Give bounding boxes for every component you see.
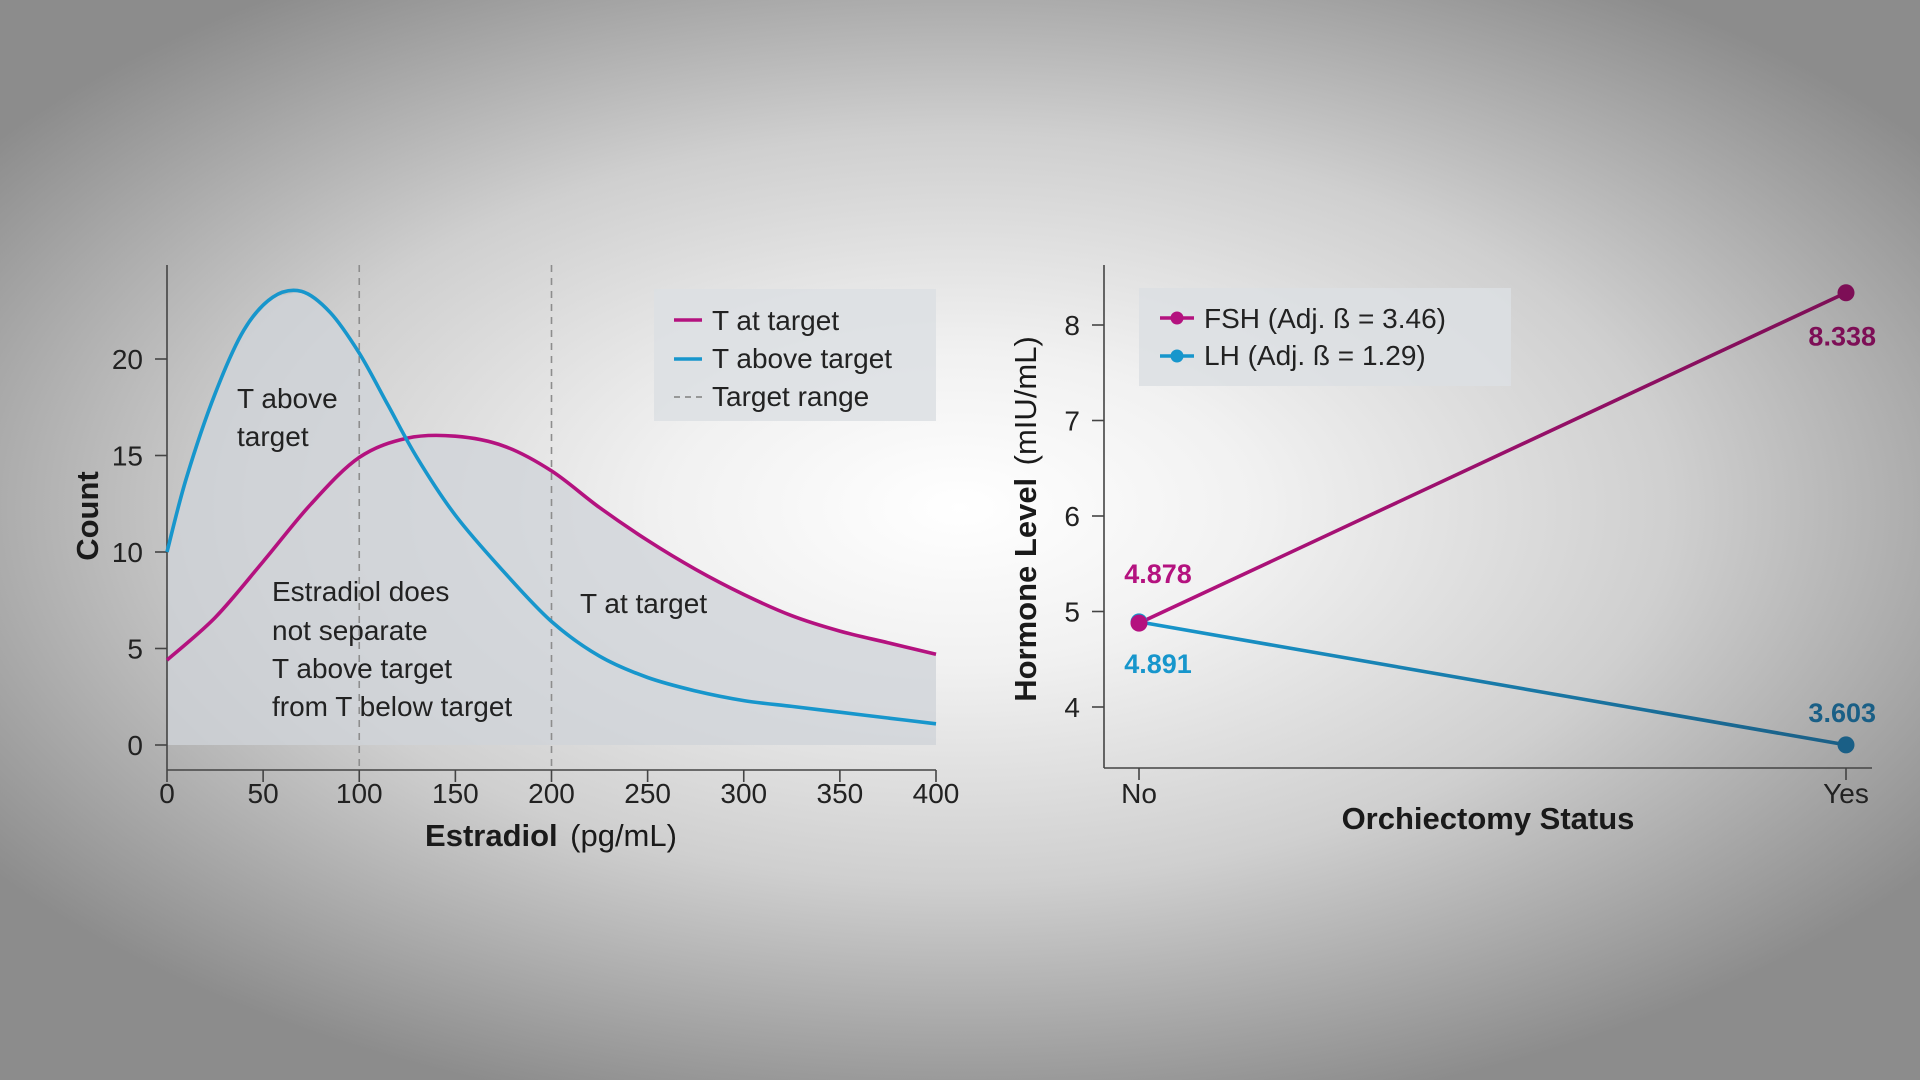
legend-box	[1139, 288, 1511, 386]
y-tick-label: 15	[112, 441, 143, 472]
annotation-above-2: target	[237, 421, 309, 452]
y-axis-title-main: Hormone Level	[1008, 478, 1043, 702]
y-tick-label: 20	[112, 344, 143, 375]
data-label-lh-yes: 3.603	[1808, 698, 1876, 728]
annotation-center-4: from T below target	[272, 691, 512, 722]
legend-label-lh: LH (Adj. ß = 1.29)	[1204, 340, 1426, 371]
annotation-above-1: T above	[237, 383, 338, 414]
x-tick-label: 400	[913, 778, 960, 809]
x-tick-label: 100	[336, 778, 383, 809]
y-tick-label: 5	[1064, 597, 1080, 628]
data-label-fsh-no: 4.878	[1124, 559, 1192, 589]
x-tick-label: 150	[432, 778, 479, 809]
y-axis-ticks: 0 5 10 15 20	[112, 344, 167, 761]
legend-label-fsh: FSH (Adj. ß = 3.46)	[1204, 303, 1446, 334]
x-tick-label: No	[1121, 778, 1157, 809]
y-tick-label: 5	[127, 634, 143, 665]
x-axis-title-unit: (pg/mL)	[570, 818, 677, 853]
x-tick-label: 300	[720, 778, 767, 809]
annotation-center-3: T above target	[272, 653, 452, 684]
series-line-t-above-target	[165, 288, 937, 726]
y-axis-title-unit: (mIU/mL)	[1008, 336, 1043, 465]
legend-chart1: T at target T above target Target range	[654, 289, 936, 421]
legend-marker-fsh	[1170, 311, 1184, 325]
x-tick-label: 350	[817, 778, 864, 809]
legend-label-t-at-target: T at target	[712, 305, 839, 336]
data-label-fsh-yes: 8.338	[1808, 322, 1876, 352]
y-tick-label: 10	[112, 537, 143, 568]
x-axis-title: Orchiectomy Status	[1342, 801, 1635, 836]
annotation-center-2: not separate	[272, 615, 428, 646]
annotation-at-target: T at target	[580, 588, 707, 619]
annotation-center-1: Estradiol does	[272, 576, 449, 607]
y-axis-ticks: 4 5 6 7 8	[1064, 310, 1104, 723]
estradiol-chart: 0 5 10 15 20 0 50 100 150 200 250 300 350 400 T abov…	[70, 265, 959, 853]
series-line-fsh	[1138, 291, 1847, 625]
legend-marker-lh	[1170, 349, 1184, 363]
series-line-t-at-target	[165, 433, 937, 662]
legend-label-target-range: Target range	[712, 381, 869, 412]
y-axis-title: Hormone Level (mIU/mL)	[1008, 336, 1043, 702]
y-axis-title: Count	[70, 471, 105, 561]
series-line-lh	[1138, 620, 1847, 747]
y-tick-label: 8	[1064, 310, 1080, 341]
orchiectomy-chart: 4 5 6 7 8 No Yes FSH (Adj. ß = 3.46) LH (Adj.…	[1008, 265, 1876, 836]
point-lh-yes	[1837, 736, 1855, 754]
y-tick-label: 0	[127, 730, 143, 761]
x-axis-title-main: Estradiol	[425, 818, 558, 853]
x-axis-title: Estradiol (pg/mL)	[425, 818, 677, 853]
data-label-lh-no: 4.891	[1124, 649, 1192, 679]
y-tick-label: 7	[1064, 406, 1080, 437]
legend-label-t-above-target: T above target	[712, 343, 892, 374]
x-tick-label: 50	[248, 778, 279, 809]
x-tick-label: 0	[159, 778, 175, 809]
legend-chart2: FSH (Adj. ß = 3.46) LH (Adj. ß = 1.29)	[1139, 288, 1511, 386]
point-fsh-yes	[1837, 284, 1855, 302]
point-fsh-no	[1130, 614, 1148, 632]
x-axis-ticks: 0 50 100 150 200 250 300 350 400	[159, 770, 959, 809]
legend-box	[654, 289, 936, 421]
y-tick-label: 6	[1064, 501, 1080, 532]
x-tick-label: Yes	[1823, 778, 1869, 809]
x-tick-label: 200	[528, 778, 575, 809]
y-tick-label: 4	[1064, 692, 1080, 723]
x-tick-label: 250	[624, 778, 671, 809]
x-axis-ticks: No Yes	[1121, 768, 1869, 809]
